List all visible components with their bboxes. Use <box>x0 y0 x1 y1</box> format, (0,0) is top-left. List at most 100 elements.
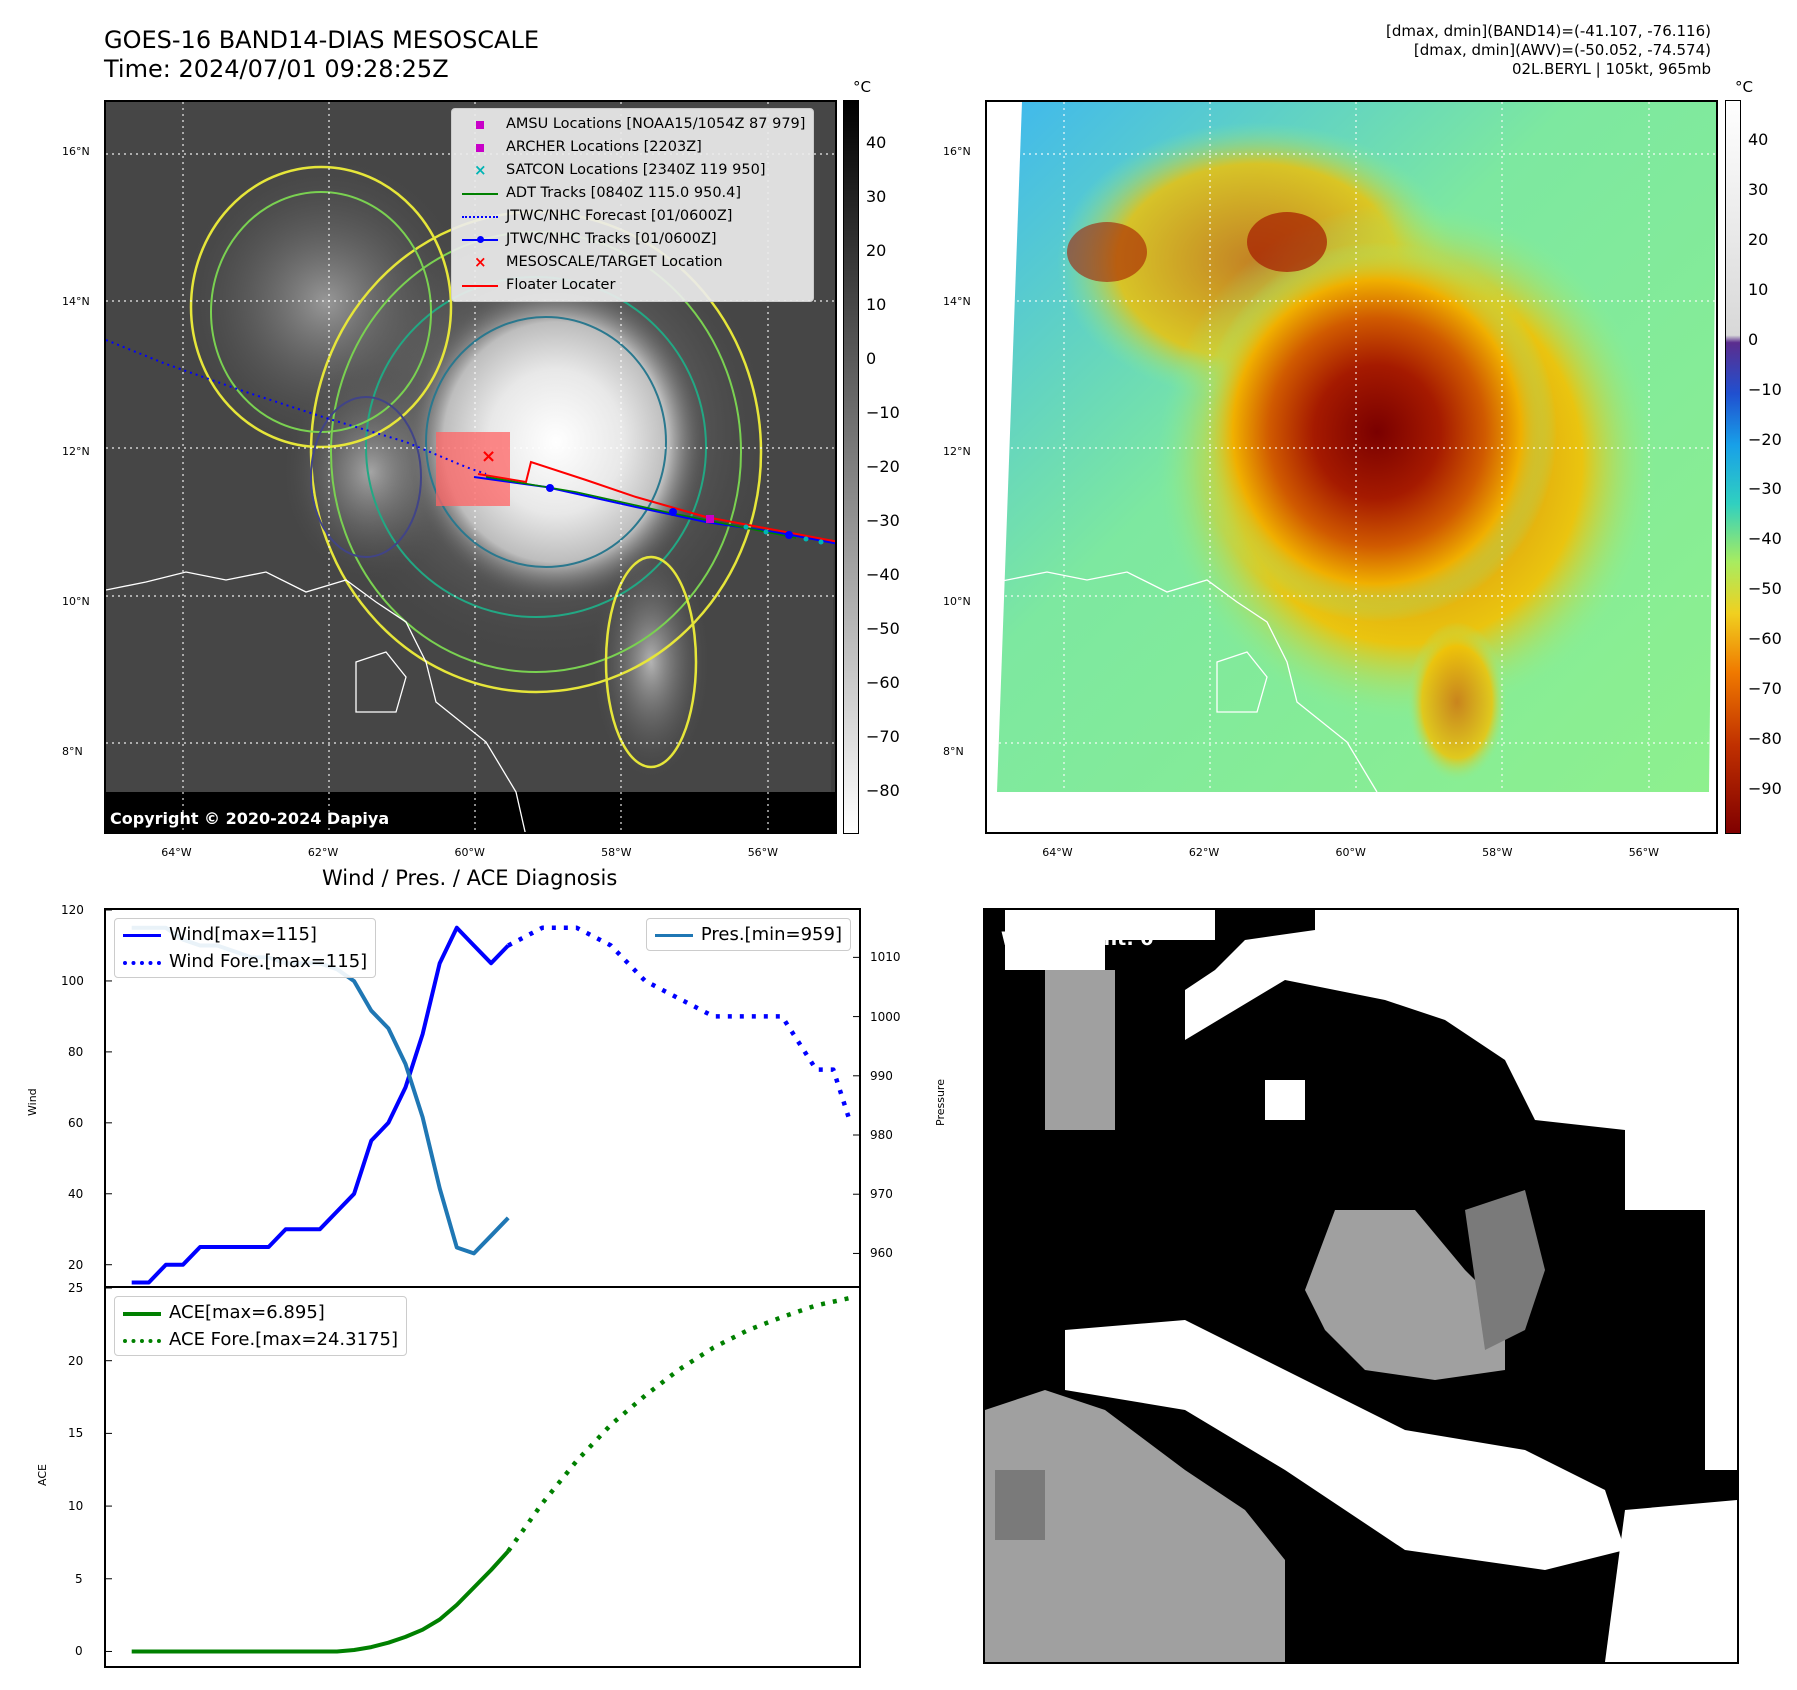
series-line <box>131 1549 510 1654</box>
legend-label: Wind[max=115] <box>169 924 317 945</box>
colorbar-tick-label: −50 <box>1748 579 1782 599</box>
dotted-line-icon <box>460 207 500 227</box>
y2-tick-label: 970 <box>870 1187 893 1202</box>
ir-copyright: Copyright © 2020-2024 Dapiya <box>110 809 390 828</box>
legend-item-satcon: × SATCON Locations [2340Z 119 950] <box>460 159 805 182</box>
solid-line-icon <box>460 276 500 296</box>
lat-tick-label: 10°N <box>62 594 90 608</box>
lon-tick-label: 62°W <box>1188 846 1220 859</box>
ace-plot: ACE[max=6.895] ACE Fore.[max=24.3175] <box>104 1286 861 1668</box>
colorbar-tick-label: 40 <box>866 133 887 153</box>
lat-tick-label: 16°N <box>943 145 971 159</box>
x-marker-icon: × <box>474 252 487 271</box>
legend-label: JTWC/NHC Forecast [01/0600Z] <box>506 208 733 224</box>
y-tick-label: 15 <box>68 1426 84 1441</box>
y2-tick-label: 1010 <box>870 950 901 965</box>
title-line-2: Time: 2024/07/01 09:28:25Z <box>104 55 449 83</box>
title-line-1: GOES-16 BAND14-DIAS MESOSCALE <box>104 26 540 54</box>
square-marker-icon <box>460 115 500 135</box>
lon-tick-label: 60°W <box>1335 846 1366 859</box>
legend-item-ace: ACE[max=6.895] <box>123 1299 398 1326</box>
legend-item-amsu: AMSU Locations [NOAA15/1054Z 87 979] <box>460 113 805 136</box>
solid-line-icon <box>460 184 500 204</box>
legend-item-tracks: JTWC/NHC Tracks [01/0600Z] <box>460 228 805 251</box>
legend-label: JTWC/NHC Tracks [01/0600Z] <box>506 231 717 247</box>
awv-colorbar <box>1725 100 1741 834</box>
ace-axis-label: ACE <box>36 1464 49 1486</box>
series-line <box>131 925 510 1285</box>
legend-label: Wind Fore.[max=115] <box>169 951 368 972</box>
colorbar-tick-label: 10 <box>1748 279 1769 299</box>
colorbar-tick-label: −70 <box>1748 679 1782 699</box>
y-tick-label: 80 <box>68 1044 84 1059</box>
diagnosis-title: Wind / Pres. / ACE Diagnosis <box>322 866 618 890</box>
lon-tick-label: 56°W <box>747 846 779 859</box>
pressure-axis-label: Pressure <box>934 1079 947 1126</box>
chart-title: GOES-16 BAND14-DIAS MESOSCALE Time: 2024… <box>104 26 539 84</box>
legend-item-forecast: JTWC/NHC Forecast [01/0600Z] <box>460 205 805 228</box>
y-tick-label: 10 <box>68 1499 84 1514</box>
wmg-count-label: WMG Count: 0 <box>1001 928 1154 950</box>
lon-tick-label: 58°W <box>1482 846 1513 859</box>
meta-line-2: [dmax, dmin](AWV)=(-50.052, -74.574) <box>1413 41 1711 59</box>
meta-line-3: 02L.BERYL | 105kt, 965mb <box>1511 60 1711 78</box>
lat-tick-label: 8°N <box>62 744 83 758</box>
colorbar-tick-label: −70 <box>866 726 900 746</box>
legend-label: MESOSCALE/TARGET Location <box>506 254 723 270</box>
colorbar-tick-label: −40 <box>866 564 900 584</box>
legend-item-target: × MESOSCALE/TARGET Location <box>460 251 805 274</box>
y-tick-label: 100 <box>61 973 84 988</box>
legend-label: ADT Tracks [0840Z 115.0 950.4] <box>506 185 742 201</box>
svg-text:×: × <box>481 446 496 467</box>
legend-label: AMSU Locations [NOAA15/1054Z 87 979] <box>506 116 806 132</box>
wind-pressure-plot: Wind[max=115] Wind Fore.[max=115] Pres.[… <box>104 908 861 1288</box>
ace-svg <box>106 1288 851 1654</box>
colorbar-tick-label: −50 <box>866 618 900 638</box>
colorbar-tick-label: −30 <box>1748 479 1782 499</box>
colorbar-tick-label: −80 <box>866 780 900 800</box>
colorbar-tick-label: −40 <box>1748 529 1782 549</box>
colorbar-tick-label: −90 <box>1748 779 1782 799</box>
awv-colorbar-unit: °C <box>1735 78 1753 96</box>
lon-tick-label: 56°W <box>1628 846 1660 859</box>
solid-line-icon <box>654 925 695 945</box>
colorbar-tick-label: −60 <box>1748 629 1782 649</box>
y2-tick-label: 980 <box>870 1128 893 1142</box>
legend-label: ACE[max=6.895] <box>169 1302 325 1323</box>
legend-item-wind: Wind[max=115] <box>123 921 367 948</box>
y-tick-label: 120 <box>61 903 84 917</box>
ir-colorbar-unit: °C <box>853 78 871 96</box>
lat-tick-label: 14°N <box>62 295 90 309</box>
colorbar-tick-label: −10 <box>1748 379 1782 399</box>
colorbar-tick-label: −60 <box>866 672 900 692</box>
legend-label: SATCON Locations [2340Z 119 950] <box>506 162 766 178</box>
y-tick-label: 5 <box>75 1571 83 1586</box>
solid-line-icon <box>123 1303 163 1323</box>
lat-tick-label: 12°N <box>943 445 971 459</box>
series-line <box>506 1295 851 1553</box>
colorbar-tick-label: 40 <box>1748 129 1769 149</box>
legend-item-pressure: Pres.[min=959] <box>654 921 842 948</box>
lat-tick-label: 8°N <box>943 744 964 758</box>
meta-line-1: [dmax, dmin](BAND14)=(-41.107, -76.116) <box>1386 22 1711 40</box>
colorbar-tick-label: 10 <box>866 295 887 315</box>
y2-tick-label: 990 <box>870 1068 893 1083</box>
solid-line-icon <box>123 925 163 945</box>
x-marker-icon: × <box>474 160 487 179</box>
y-tick-label: 20 <box>68 1353 84 1368</box>
colorbar-tick-label: 0 <box>1748 329 1759 349</box>
lon-tick-label: 64°W <box>1042 846 1073 859</box>
colorbar-tick-label: −20 <box>1748 429 1782 449</box>
legend-label: ARCHER Locations [2203Z] <box>506 139 702 155</box>
dotted-line-icon <box>123 952 163 972</box>
legend-item-adt: ADT Tracks [0840Z 115.0 950.4] <box>460 182 805 205</box>
wmg-panel: WMG Count: 0 <box>983 908 1739 1664</box>
y-tick-label: 40 <box>68 1186 84 1201</box>
colorbar-tick-label: 20 <box>1748 229 1769 249</box>
lon-tick-label: 58°W <box>601 846 632 859</box>
lat-tick-label: 10°N <box>943 594 971 608</box>
legend-label: Pres.[min=959] <box>700 924 842 945</box>
awv-imagery <box>987 102 1716 832</box>
line-dot-marker-icon <box>460 230 500 250</box>
lat-tick-label: 14°N <box>943 295 971 309</box>
